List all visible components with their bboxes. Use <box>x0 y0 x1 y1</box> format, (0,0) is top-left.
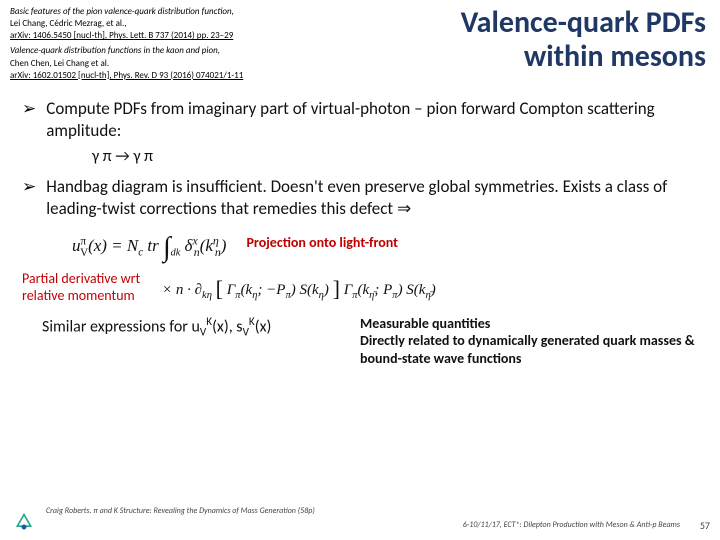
projection-label: Projection onto light-front <box>246 234 398 252</box>
measurable-line2: Directly related to dynamically generate… <box>360 332 698 367</box>
page-number: 57 <box>700 519 710 532</box>
bullet-2-text: Handbag diagram is insufficient. Doesn't… <box>46 176 698 220</box>
ref2-link: arXiv: 1602.01502 [nucl-th], Phys. Rev. … <box>10 70 243 81</box>
footer-left: Craig Roberts. π and K Structure: Reveal… <box>46 506 315 516</box>
derivative-label: Partial derivative wrt relative momentum <box>22 271 162 305</box>
bullet-2: ➢ Handbag diagram is insufficient. Doesn… <box>22 176 698 220</box>
bullet-arrow-icon: ➢ <box>22 99 36 142</box>
page-title: Valence-quark PDFs within mesons <box>374 6 710 82</box>
bullet-1-text: Compute PDFs from imaginary part of virt… <box>46 98 698 142</box>
footer-right: 6-10/11/17, ECT*: Dilepton Production wi… <box>463 520 680 530</box>
measurable-line1: Measurable quantities <box>360 315 698 333</box>
bullet-1-sub: γ π → γ π <box>92 147 698 167</box>
references-block: Basic features of the pion valence-quark… <box>10 6 374 82</box>
bullet-arrow-icon: ➢ <box>22 177 36 220</box>
measurable-block: Measurable quantities Directly related t… <box>360 315 698 368</box>
equation-1: uπV(x) = Nc tr ∫dk δxn(kηn) <box>72 225 226 261</box>
ref1-link: arXiv: 1406.5450 [nucl-th], Phys. Lett. … <box>10 30 233 41</box>
ref2-authors: Chen Chen, Lei Chang et al. <box>10 58 109 69</box>
ref2-title: Valence-quark distribution functions in … <box>10 45 220 56</box>
title-line2: within mesons <box>374 40 706 74</box>
equation-row-2: Partial derivative wrt relative momentum… <box>22 271 698 305</box>
ref1-title: Basic features of the pion valence-quark… <box>10 6 234 17</box>
ref1-authors: Lei Chang, Cédric Mezrag, et al., <box>10 18 127 29</box>
equation-row-1: uπV(x) = Nc tr ∫dk δxn(kηn) Projection o… <box>22 225 698 261</box>
similar-expressions: Similar expressions for uVK(x), sVK(x) <box>22 315 360 368</box>
bullet-1: ➢ Compute PDFs from imaginary part of vi… <box>22 98 698 142</box>
title-line1: Valence-quark PDFs <box>374 6 706 40</box>
logo-icon <box>14 512 34 532</box>
equation-2: × n · ∂kη [ Γπ(kη; −Pπ) S(kη) ] Γπ(kη̄; … <box>162 273 698 302</box>
